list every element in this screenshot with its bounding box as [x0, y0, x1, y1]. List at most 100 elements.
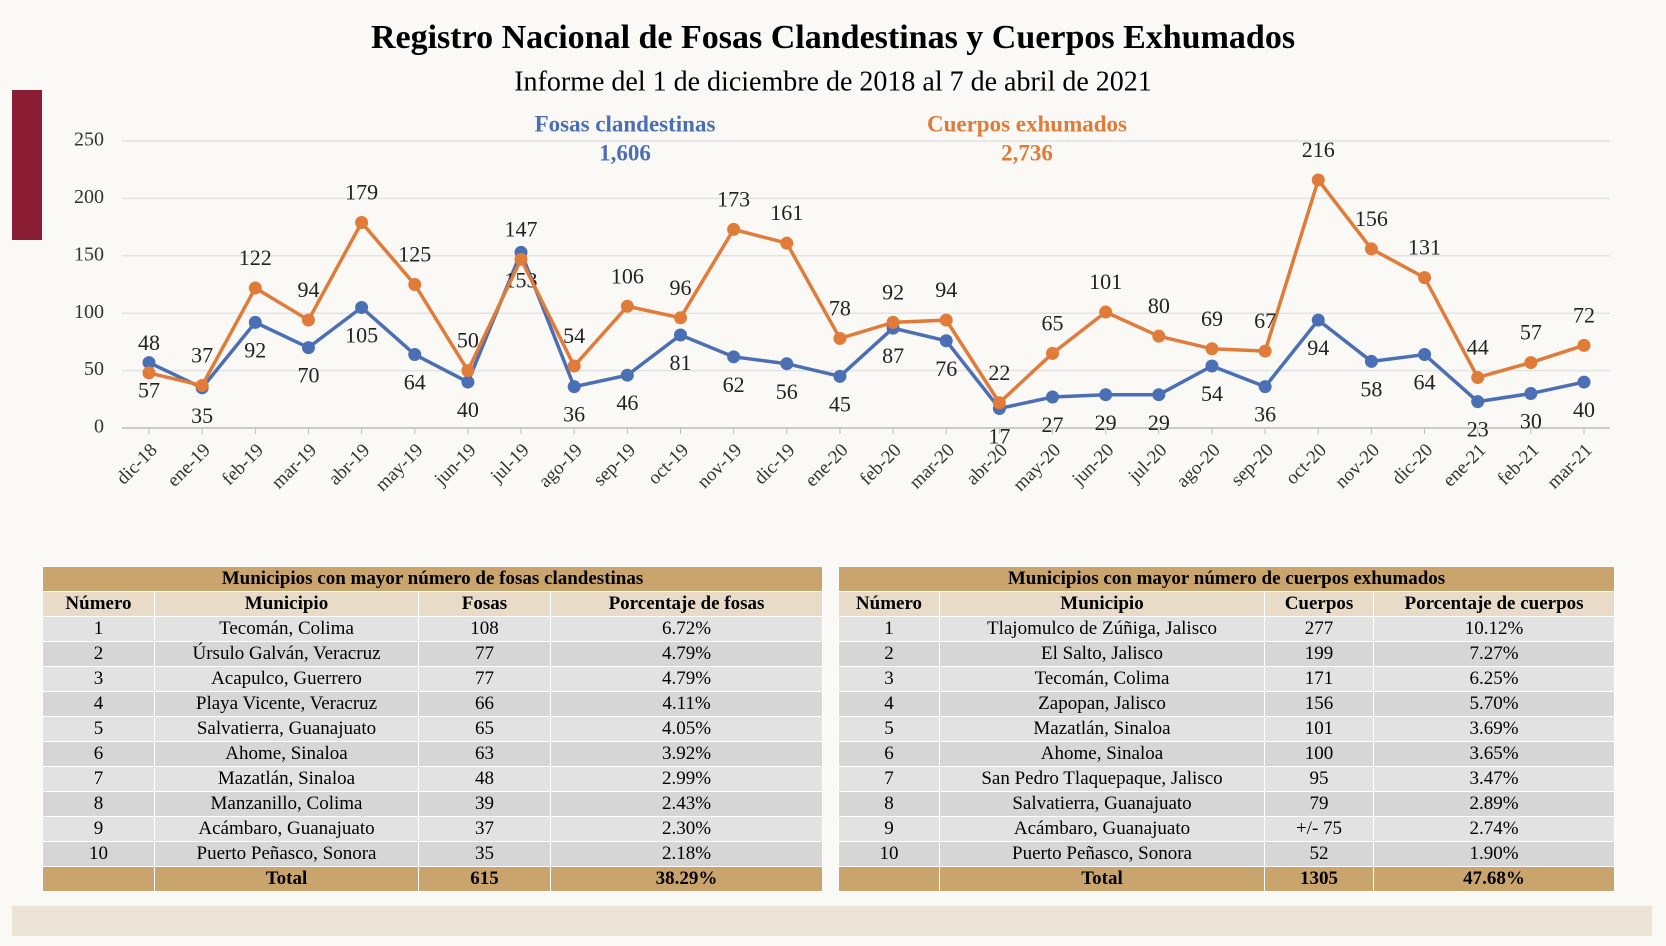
- table-row: Número Municipio Fosas Porcentaje de fosas: [42, 591, 823, 617]
- data-label: 54: [1201, 381, 1223, 406]
- table-cell: 37: [418, 816, 551, 842]
- x-tick-label: ene-20: [801, 440, 852, 491]
- table-cell: 77: [418, 666, 551, 692]
- table-cell: 7.27%: [1372, 641, 1616, 667]
- point: [514, 252, 528, 266]
- x-tick-label: nov-20: [1331, 440, 1384, 493]
- table-cell: 5: [838, 716, 940, 742]
- data-label: 105: [345, 323, 378, 348]
- table-cell: 79: [1264, 791, 1374, 817]
- table-row: 5 Salvatierra, Guanajuato 65 4.05%: [42, 716, 823, 742]
- table-cell: 63: [418, 741, 551, 767]
- table: Municipios con mayor número de fosas cla…: [42, 566, 823, 892]
- table-cell: Playa Vicente, Veracruz: [154, 691, 419, 717]
- data-label: 62: [723, 372, 745, 397]
- table-cell: 4.79%: [550, 666, 823, 692]
- x-tick-label: jul-19: [486, 440, 534, 488]
- table-cell: 52: [1264, 841, 1374, 867]
- data-label: 17: [988, 424, 1010, 449]
- y-tick-label: 200: [74, 186, 104, 208]
- point: [355, 216, 369, 230]
- point: [1099, 305, 1113, 319]
- x-tick-label: ago-20: [1172, 440, 1224, 492]
- table-cell: 3: [838, 666, 940, 692]
- table-cell: 6.72%: [550, 616, 823, 642]
- point: [1205, 342, 1219, 356]
- table-cell: Fosas: [418, 591, 551, 617]
- table-cell: 101: [1264, 716, 1374, 742]
- table-cell: [42, 866, 155, 892]
- table-cell: 35: [418, 841, 551, 867]
- table-cell: Úrsulo Galván, Veracruz: [154, 641, 419, 667]
- table-cell: Municipios con mayor número de cuerpos e…: [837, 566, 1616, 592]
- table-cell: 4.11%: [550, 691, 823, 717]
- table-cell: 2.74%: [1372, 816, 1616, 842]
- data-label: 27: [1042, 412, 1064, 437]
- x-tick-label: ene-21: [1439, 440, 1490, 491]
- point: [567, 359, 581, 373]
- table-cell: 3.69%: [1372, 716, 1616, 742]
- table-row: 4 Zapopan, Jalisco 156 5.70%: [838, 691, 1616, 717]
- point: [620, 368, 634, 382]
- series-line: [148, 247, 1585, 411]
- point: [195, 379, 209, 393]
- data-label: 81: [669, 350, 691, 375]
- data-label: 76: [935, 356, 957, 381]
- point: [408, 278, 422, 291]
- table-cell: Manzanillo, Colima: [154, 791, 419, 817]
- table-cell: 9: [838, 816, 940, 842]
- table-row: Total 1305 47.68%: [838, 866, 1616, 892]
- x-tick-label: feb-19: [218, 440, 268, 490]
- table-row: 1 Tecomán, Colima 108 6.72%: [42, 616, 823, 642]
- table-cell: Acámbaro, Guanajuato: [939, 816, 1265, 842]
- table-cell: +/- 75: [1264, 816, 1374, 842]
- point: [1258, 380, 1272, 394]
- data-label: 45: [829, 391, 851, 416]
- table-cell: 4: [42, 691, 155, 717]
- table-cell: 3.47%: [1372, 766, 1616, 792]
- point: [1311, 313, 1325, 327]
- table-cell: Total: [154, 866, 419, 892]
- table-cell: Mazatlán, Sinaloa: [154, 766, 419, 792]
- data-label: 23: [1467, 417, 1489, 442]
- table-cell: 6.25%: [1372, 666, 1616, 692]
- table-cell: Acámbaro, Guanajuato: [154, 816, 419, 842]
- data-label: 94: [1307, 335, 1329, 360]
- point: [461, 375, 475, 389]
- table-cell: Mazatlán, Sinaloa: [939, 716, 1265, 742]
- table-cell: 38.29%: [550, 866, 823, 892]
- table-cell: 3.92%: [550, 741, 823, 767]
- data-label: 96: [669, 275, 691, 300]
- data-label: 40: [457, 397, 479, 422]
- data-label: 54: [563, 323, 585, 348]
- x-tick-label: mar-20: [905, 440, 958, 493]
- table-cell: 95: [1264, 766, 1374, 792]
- bottom-stripe: [12, 906, 1652, 936]
- data-label: 64: [404, 370, 426, 395]
- table-row: 8 Salvatierra, Guanajuato 79 2.89%: [838, 791, 1616, 817]
- point: [1577, 338, 1591, 352]
- point: [248, 315, 262, 329]
- table-cell: Salvatierra, Guanajuato: [939, 791, 1265, 817]
- data-label: 216: [1302, 137, 1335, 162]
- point: [620, 299, 634, 313]
- x-tick-label: feb-21: [1494, 440, 1544, 490]
- table-row: 7 Mazatlán, Sinaloa 48 2.99%: [42, 766, 823, 792]
- y-tick-label: 100: [74, 301, 104, 323]
- data-label: 131: [1408, 235, 1441, 260]
- table-row: 3 Acapulco, Guerrero 77 4.79%: [42, 666, 823, 692]
- data-label: 64: [1414, 370, 1436, 395]
- table-cell: 277: [1264, 616, 1374, 642]
- data-label: 70: [297, 363, 319, 388]
- table-row: Municipios con mayor número de cuerpos e…: [837, 566, 1616, 592]
- data-label: 92: [882, 279, 904, 304]
- data-label: 35: [191, 403, 213, 428]
- x-tick-label: jun-20: [1068, 440, 1119, 491]
- point: [461, 364, 475, 378]
- data-label: 94: [935, 277, 957, 302]
- table-cell: Puerto Peñasco, Sonora: [154, 841, 419, 867]
- data-label: 101: [1089, 269, 1122, 294]
- table-cell: 171: [1264, 666, 1374, 692]
- table-cell: Total: [939, 866, 1265, 892]
